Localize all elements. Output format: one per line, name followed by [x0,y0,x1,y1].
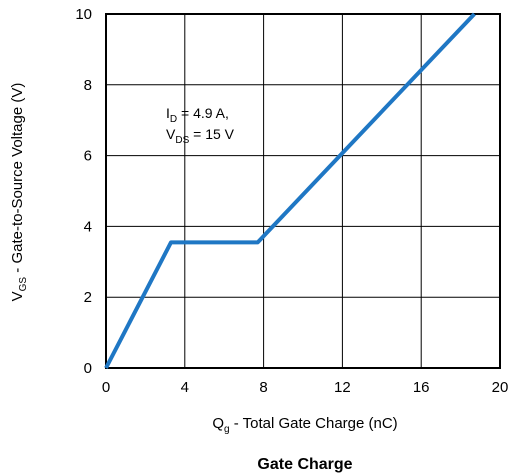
annotation-current: ID = 4.9 A, [166,105,229,125]
y-tick-label-5: 10 [75,6,92,23]
y-tick-labels: 0 2 4 6 8 10 [75,6,92,377]
annotation-voltage: VDS = 15 V [166,126,235,146]
x-tick-label-2: 8 [259,379,267,396]
data-series [104,12,476,369]
y-tick-label-1: 2 [84,289,92,306]
y-axis-title: VGS - Gate-to-Source Voltage (V) [9,83,29,302]
x-axis-title: Qg - Total Gate Charge (nC) [212,415,397,435]
grid-lines [105,13,501,369]
x-tick-label-3: 12 [334,379,351,396]
y-tick-label-4: 8 [84,77,92,94]
x-tick-label-1: 4 [181,379,189,396]
y-tick-label-2: 4 [84,218,92,235]
x-tick-label-5: 20 [492,379,509,396]
x-tick-labels: 0 4 8 12 16 20 [102,379,509,396]
y-tick-label-3: 6 [84,148,92,165]
x-tick-label-0: 0 [102,379,110,396]
chart-title: Gate Charge [257,456,352,473]
series-line-0 [104,12,476,369]
y-tick-label-0: 0 [84,360,92,377]
plot-frame [105,13,501,369]
x-tick-label-4: 16 [413,379,430,396]
